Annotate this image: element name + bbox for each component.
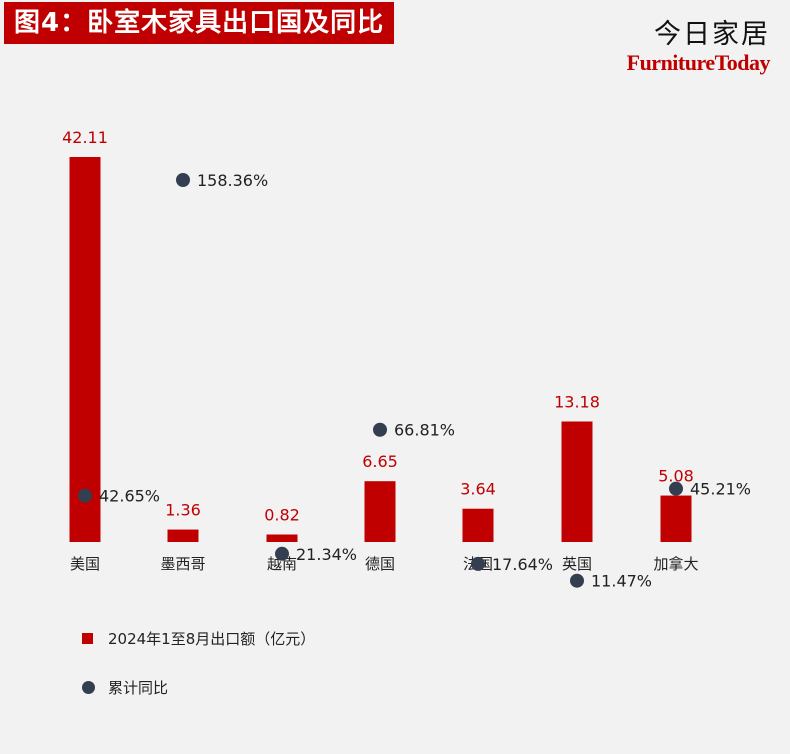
category-label-6: 加拿大 [653,555,698,573]
brand-logo-en: FurnitureToday [626,50,771,75]
category-label-0: 美国 [70,555,100,573]
bar-value-label-6: 5.08 [658,467,694,486]
yoy-value-label-2: 21.34% [296,545,357,564]
bar-value-label-1: 1.36 [165,501,201,520]
yoy-value-label-0: 42.65% [99,487,160,506]
brand-logo-cn: 今日家居 [654,19,770,50]
yoy-dot-0 [78,488,92,503]
yoy-value-label-6: 45.21% [690,480,751,499]
legend-dot-label: 累计同比 [108,678,169,697]
legend-dot-swatch [82,680,95,694]
category-label-3: 德国 [365,555,395,573]
legend-item-bar: 2024年1至8月出口额（亿元） [82,628,315,648]
yoy-dot-2 [275,546,289,561]
yoy-dot-1 [176,173,190,187]
legend-bar-swatch [82,632,93,644]
bar-value-label-5: 13.18 [554,392,600,411]
bar-5 [561,421,593,542]
bar-0 [69,157,101,542]
yoy-dot-4 [471,556,485,571]
category-label-5: 英国 [562,555,592,573]
bar-1 [167,529,199,542]
yoy-value-label-1: 158.36% [197,171,268,190]
category-label-1: 墨西哥 [160,555,205,573]
bar-value-label-0: 42.11 [62,128,108,147]
yoy-value-label-5: 11.47% [591,572,652,591]
yoy-dot-3 [373,422,387,437]
bar-6 [660,495,692,542]
yoy-value-label-4: 17.64% [492,555,553,574]
bar-value-label-2: 0.82 [264,506,300,525]
legend-bar-label: 2024年1至8月出口额（亿元） [108,629,316,648]
bar-value-label-4: 3.64 [460,480,496,499]
chart-plot: 42.11美国1.36墨西哥0.82越南6.65德国3.64法国13.18英国5… [62,128,751,591]
bar-value-label-3: 6.65 [362,452,398,471]
chart-title: 图4：卧室木家具出口国及同比 [4,2,395,44]
bar-2 [266,534,298,542]
yoy-dot-6 [669,481,683,496]
yoy-value-label-3: 66.81% [394,421,455,440]
bar-4 [462,508,494,542]
category-label-2: 越南 [267,555,297,573]
legend-item-dot: 累计同比 [82,677,168,697]
bar-3 [364,481,396,542]
yoy-dot-5 [570,573,584,588]
